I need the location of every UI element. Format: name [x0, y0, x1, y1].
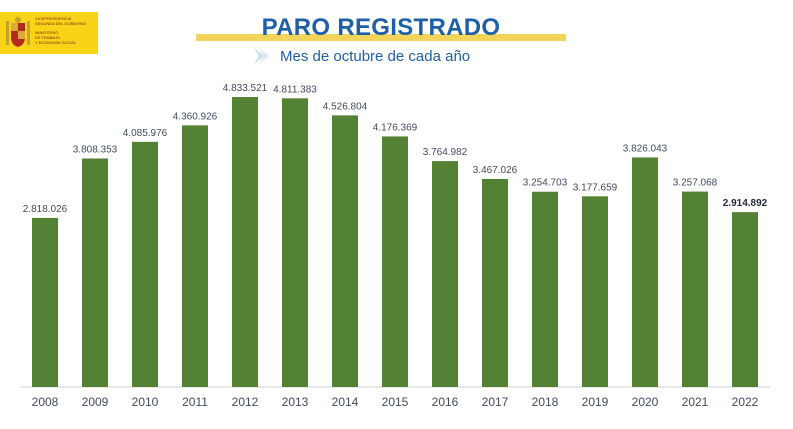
logo-line-1: VICEPRESIDENCIA	[35, 16, 72, 21]
x-tick-2017: 2017	[482, 395, 509, 409]
x-tick-2019: 2019	[582, 395, 609, 409]
x-tick-2009: 2009	[82, 395, 109, 409]
data-label-2016: 3.764.982	[423, 147, 468, 158]
bar-2009	[82, 158, 108, 387]
x-tick-2022: 2022	[732, 395, 759, 409]
x-tick-2020: 2020	[632, 395, 659, 409]
data-label-2013: 4.811.383	[273, 84, 317, 95]
title-underline	[196, 34, 566, 41]
bar-2019	[582, 196, 608, 387]
subtitle-row: Mes de octubre de cada año	[252, 45, 532, 67]
data-label-2008: 2.818.026	[23, 204, 68, 215]
x-tick-2013: 2013	[282, 395, 309, 409]
data-label-2011: 4.360.926	[173, 111, 218, 122]
data-label-2017: 3.467.026	[473, 165, 518, 176]
logo-line-3: MINISTERIO	[35, 30, 59, 35]
logo-line-5: Y ECONOMÍA SOCIAL	[35, 40, 77, 45]
bar-2013	[282, 98, 308, 387]
data-label-2020: 3.826.043	[623, 143, 668, 154]
x-tick-2014: 2014	[332, 395, 359, 409]
bar-2015	[382, 136, 408, 387]
bar-2021	[682, 191, 708, 387]
data-label-2022: 2.914.892	[723, 198, 768, 209]
chart-subtitle: Mes de octubre de cada año	[280, 47, 471, 65]
bar-2012	[232, 96, 258, 387]
bar-2014	[332, 115, 358, 388]
bar-2011	[182, 125, 208, 388]
data-label-2010: 4.085.976	[123, 128, 168, 139]
data-label-2018: 3.254.703	[523, 178, 568, 189]
x-tick-2008: 2008	[32, 395, 59, 409]
logo-line-2: SEGUNDA DEL GOBIERNO	[35, 21, 86, 26]
bar-2010	[132, 141, 158, 387]
data-label-2014: 4.526.804	[323, 101, 368, 112]
coat-of-arms-icon	[6, 17, 30, 47]
data-label-2012: 4.833.521	[223, 83, 268, 94]
x-tick-2015: 2015	[382, 395, 409, 409]
data-label-2009: 3.808.353	[73, 144, 118, 155]
bar-2022	[732, 212, 758, 387]
bar-2018	[532, 191, 558, 387]
bar-2017	[482, 178, 508, 387]
x-tick-2010: 2010	[132, 395, 159, 409]
chart-title: PARO REGISTRADO	[261, 14, 501, 41]
bar-2008	[32, 217, 58, 387]
data-label-2021: 3.257.068	[673, 178, 718, 189]
x-tick-2018: 2018	[532, 395, 559, 409]
logo-line-4: DE TRABAJO	[35, 35, 61, 40]
chevron-right-icon	[254, 48, 269, 64]
x-tick-2012: 2012	[232, 395, 259, 409]
bar-2016	[432, 161, 458, 387]
x-tick-2011: 2011	[182, 395, 208, 409]
bar-2020	[632, 157, 658, 387]
data-label-2015: 4.176.369	[373, 122, 418, 133]
x-tick-2021: 2021	[682, 395, 709, 409]
ministry-logo: VICEPRESIDENCIA SEGUNDA DEL GOBIERNO MIN…	[0, 12, 98, 54]
x-tick-2016: 2016	[432, 395, 459, 409]
data-label-2019: 3.177.659	[573, 182, 618, 193]
